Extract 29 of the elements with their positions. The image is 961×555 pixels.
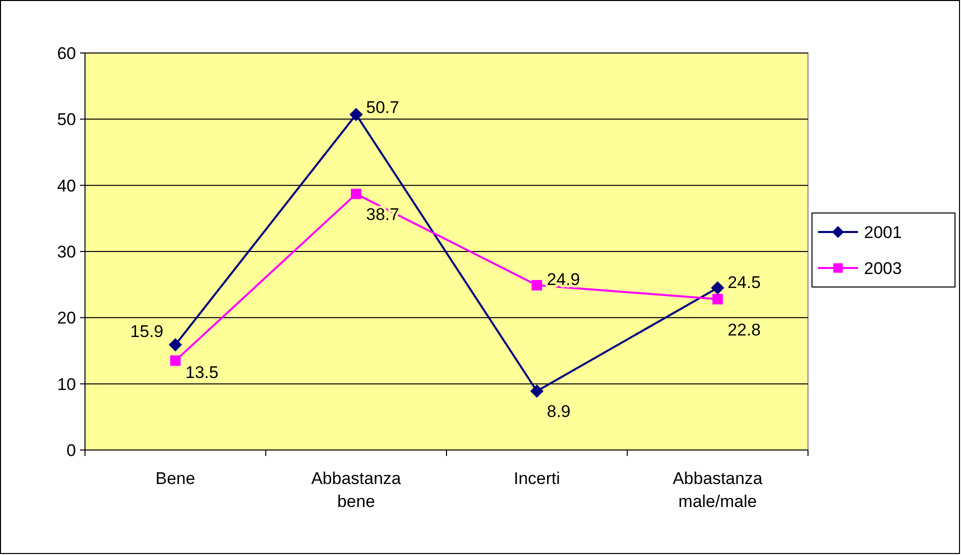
legend-label: 2003: [864, 258, 902, 278]
data-label: 15.9: [130, 322, 164, 341]
y-tick-label: 30: [57, 242, 76, 262]
data-label: 24.5: [728, 272, 761, 292]
y-tick-label: 10: [57, 374, 76, 394]
point: [168, 338, 182, 352]
x-tick-label: Bene: [156, 469, 196, 488]
point: [712, 294, 723, 304]
point: [170, 355, 181, 366]
point: [350, 108, 363, 121]
point: [530, 384, 544, 398]
y-tick-label: 0: [66, 440, 76, 460]
data-label: 22.8: [728, 320, 761, 340]
x-tick-label: Incerti: [514, 469, 560, 488]
data-label: 13.5: [185, 362, 218, 382]
y-tick-label: 40: [57, 176, 76, 196]
x-tick-label: Abbastanza bene: [311, 469, 402, 511]
data-label: 24.9: [546, 270, 580, 290]
point: [532, 280, 542, 290]
point: [711, 281, 724, 294]
y-tick-label: 20: [57, 308, 76, 328]
data-label: 8.9: [546, 402, 571, 422]
y-tick-label: 60: [57, 44, 76, 63]
y-tick-label: 50: [57, 110, 76, 130]
data-label: 50.7: [366, 98, 400, 118]
legend-label: 2001: [864, 222, 902, 242]
x-tick-label: Abbastanza male/male: [672, 469, 764, 511]
point: [350, 188, 362, 200]
data-label: 38.7: [366, 204, 400, 224]
